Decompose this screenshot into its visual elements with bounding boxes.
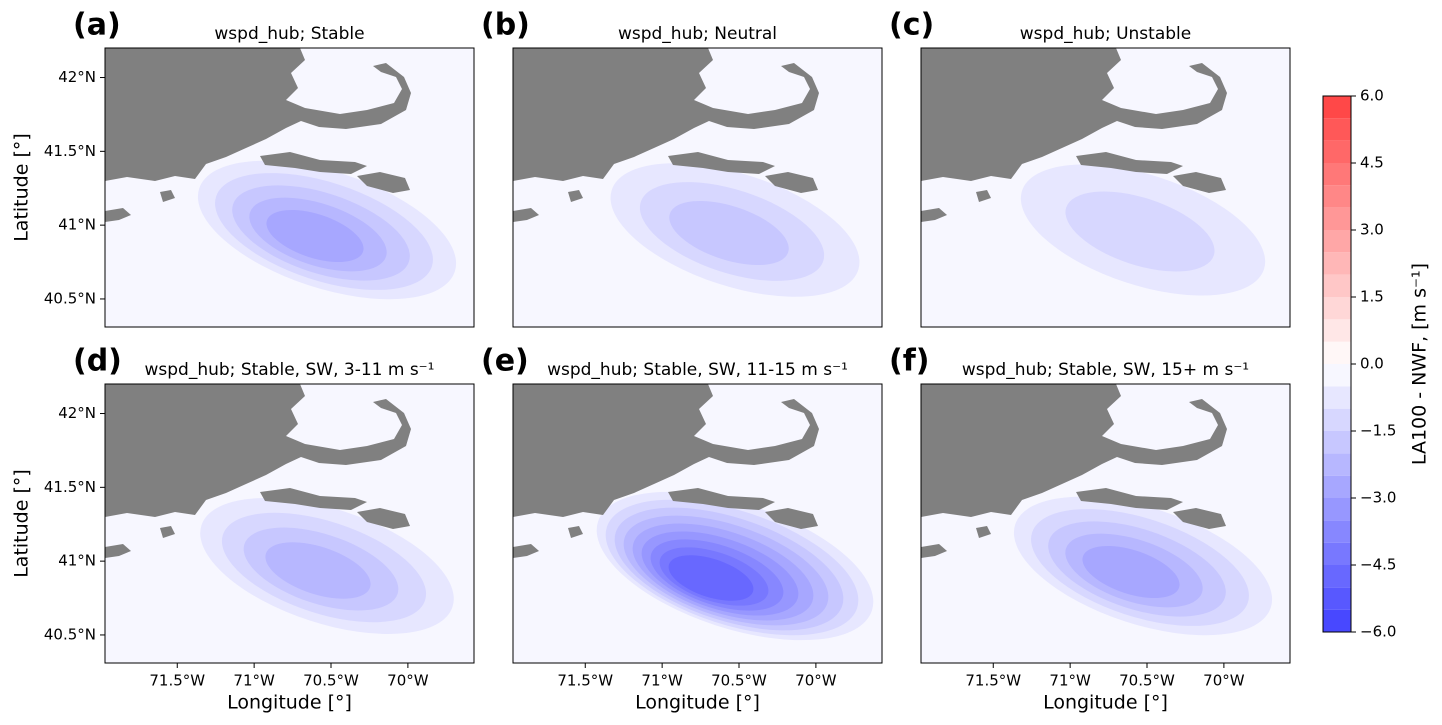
colorbar-band bbox=[1323, 274, 1351, 297]
map-panel bbox=[921, 384, 1290, 663]
y-tick-label: 41.5°N bbox=[44, 478, 96, 496]
colorbar-band bbox=[1323, 252, 1351, 275]
colorbar-band bbox=[1323, 319, 1351, 342]
panel-label: (c) bbox=[889, 8, 934, 43]
colorbar-band bbox=[1323, 207, 1351, 230]
x-tick-label: 70.5°W bbox=[303, 672, 359, 690]
panel-title: wspd_hub; Stable, SW, 15+ m s⁻¹ bbox=[962, 360, 1249, 380]
x-axis-label: Longitude [°] bbox=[227, 692, 352, 714]
y-tick-label: 42°N bbox=[58, 404, 96, 422]
y-tick-label: 40.5°N bbox=[44, 289, 96, 307]
x-tick-label: 70.5°W bbox=[1119, 672, 1175, 690]
colorbar-band bbox=[1323, 453, 1351, 476]
y-tick-label: 42°N bbox=[58, 68, 96, 86]
panel-label: (f) bbox=[889, 344, 929, 379]
colorbar-band bbox=[1323, 163, 1351, 186]
x-tick-label: 70°W bbox=[1203, 672, 1245, 690]
wake-contour bbox=[265, 542, 371, 599]
x-tick-label: 70°W bbox=[387, 672, 429, 690]
panel-label: (a) bbox=[73, 8, 121, 43]
y-tick-label: 41.5°N bbox=[44, 142, 96, 160]
x-tick-label: 70°W bbox=[795, 672, 837, 690]
wake-contour bbox=[266, 209, 364, 263]
panel-label: (b) bbox=[481, 8, 530, 43]
colorbar-band bbox=[1323, 520, 1351, 543]
x-tick-label: 71.5°W bbox=[557, 672, 613, 690]
panel-frame bbox=[104, 383, 475, 664]
panel-label: (e) bbox=[481, 344, 529, 379]
panel-title: wspd_hub; Unstable bbox=[1020, 24, 1191, 44]
y-tick-label: 41°N bbox=[58, 216, 96, 234]
panel-label: (d) bbox=[73, 344, 122, 379]
colorbar-band bbox=[1323, 431, 1351, 454]
colorbar-band bbox=[1323, 408, 1351, 431]
map-panel bbox=[921, 48, 1290, 327]
wake-contour bbox=[1082, 545, 1180, 599]
colorbar-band bbox=[1323, 609, 1351, 632]
panel-title: wspd_hub; Stable, SW, 3-11 m s⁻¹ bbox=[145, 360, 435, 380]
colorbar-tick-label: −3.0 bbox=[1360, 489, 1396, 507]
colorbar-band bbox=[1323, 297, 1351, 320]
colorbar-band bbox=[1323, 542, 1351, 565]
panel-title: wspd_hub; Stable, SW, 11-15 m s⁻¹ bbox=[547, 360, 848, 380]
map-panel bbox=[105, 384, 474, 663]
wake-contour bbox=[669, 200, 789, 266]
map-panel bbox=[513, 48, 882, 327]
map-panel bbox=[105, 48, 474, 327]
colorbar-band bbox=[1323, 587, 1351, 610]
colorbar-tick-label: 0.0 bbox=[1360, 355, 1384, 373]
colorbar-band bbox=[1323, 565, 1351, 588]
x-tick-label: 71°W bbox=[641, 672, 683, 690]
colorbar-band bbox=[1323, 475, 1351, 498]
colorbar-band bbox=[1323, 341, 1351, 364]
y-axis-label: Latitude [°] bbox=[11, 469, 33, 578]
colorbar-tick-label: −1.5 bbox=[1360, 422, 1396, 440]
x-axis-label: Longitude [°] bbox=[635, 692, 760, 714]
colorbar-band bbox=[1323, 386, 1351, 409]
panel-title: wspd_hub; Stable bbox=[214, 24, 364, 44]
colorbar-band bbox=[1323, 230, 1351, 253]
colorbar-band bbox=[1323, 140, 1351, 163]
panel-title: wspd_hub; Neutral bbox=[618, 24, 777, 44]
colorbar-tick-label: 1.5 bbox=[1360, 288, 1384, 306]
map-panel bbox=[513, 384, 882, 663]
panel-frame bbox=[512, 383, 883, 664]
y-axis-label: Latitude [°] bbox=[11, 133, 33, 242]
wake-contour bbox=[668, 555, 754, 601]
y-tick-label: 41°N bbox=[58, 552, 96, 570]
x-tick-label: 71°W bbox=[1049, 672, 1091, 690]
colorbar-tick-label: 6.0 bbox=[1360, 87, 1384, 105]
colorbar-tick-label: −4.5 bbox=[1360, 556, 1396, 574]
colorbar-label: LA100 - NWF, [m s⁻¹] bbox=[1409, 263, 1431, 465]
x-tick-label: 71.5°W bbox=[149, 672, 205, 690]
panel-frame bbox=[920, 47, 1291, 328]
colorbar-tick-label: 3.0 bbox=[1360, 221, 1384, 239]
panel-frame bbox=[512, 47, 883, 328]
x-tick-label: 71.5°W bbox=[965, 672, 1021, 690]
colorbar-band bbox=[1323, 498, 1351, 521]
colorbar-tick-label: 4.5 bbox=[1360, 154, 1384, 172]
colorbar-band bbox=[1323, 118, 1351, 141]
panel-frame bbox=[920, 383, 1291, 664]
wake-contour bbox=[1065, 191, 1215, 272]
colorbar-band bbox=[1323, 364, 1351, 387]
x-tick-label: 70.5°W bbox=[711, 672, 767, 690]
y-tick-label: 40.5°N bbox=[44, 625, 96, 643]
colorbar-tick-label: −6.0 bbox=[1360, 623, 1396, 641]
x-tick-label: 71°W bbox=[233, 672, 275, 690]
panel-frame bbox=[104, 47, 475, 328]
colorbar-band bbox=[1323, 185, 1351, 208]
colorbar-band bbox=[1323, 96, 1351, 119]
x-axis-label: Longitude [°] bbox=[1043, 692, 1168, 714]
